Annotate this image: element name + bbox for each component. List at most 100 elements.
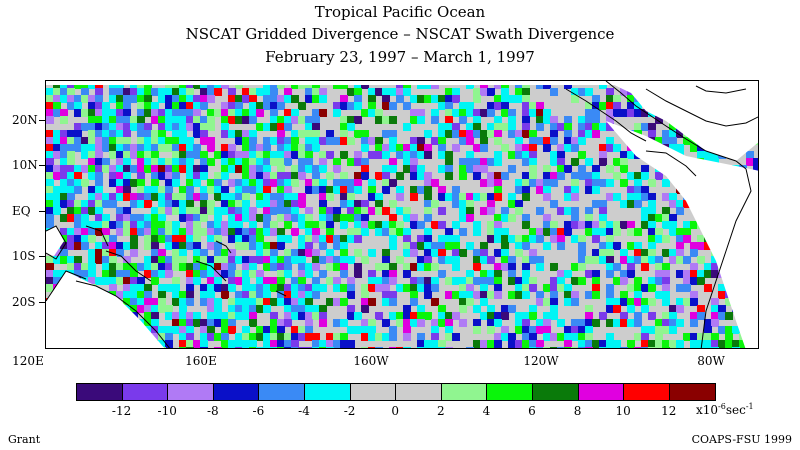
divergence-cell	[81, 207, 89, 215]
divergence-cell	[172, 263, 180, 271]
divergence-cell	[228, 249, 236, 257]
divergence-cell	[452, 333, 460, 341]
divergence-cell	[333, 340, 341, 348]
divergence-cell	[67, 151, 75, 159]
divergence-cell	[151, 116, 159, 124]
divergence-cell	[235, 312, 243, 320]
divergence-cell	[515, 151, 523, 159]
divergence-cell	[284, 263, 292, 271]
divergence-cell	[277, 333, 285, 341]
divergence-cell	[74, 256, 82, 264]
divergence-cell	[67, 186, 75, 194]
divergence-cell	[207, 284, 215, 292]
divergence-cell	[158, 270, 166, 278]
divergence-cell	[529, 347, 537, 348]
divergence-cell	[186, 312, 194, 320]
divergence-cell	[445, 256, 453, 264]
divergence-cell	[389, 228, 397, 236]
divergence-cell	[179, 340, 187, 348]
divergence-cell	[494, 284, 502, 292]
divergence-cell	[256, 193, 264, 201]
divergence-cell	[298, 284, 306, 292]
divergence-cell	[207, 333, 215, 341]
divergence-cell	[186, 193, 194, 201]
divergence-cell	[228, 312, 236, 320]
divergence-cell	[214, 263, 222, 271]
divergence-cell	[95, 207, 103, 215]
divergence-cell	[382, 256, 390, 264]
divergence-cell	[123, 186, 131, 194]
divergence-cell	[354, 151, 362, 159]
divergence-cell	[697, 242, 705, 250]
divergence-cell	[592, 340, 600, 348]
divergence-cell	[382, 88, 390, 96]
divergence-cell	[403, 123, 411, 131]
divergence-cell	[172, 235, 180, 243]
divergence-cell	[179, 207, 187, 215]
divergence-cell	[417, 312, 425, 320]
divergence-cell	[312, 249, 320, 257]
divergence-cell	[284, 158, 292, 166]
divergence-cell	[557, 172, 565, 180]
divergence-cell	[53, 95, 61, 103]
divergence-cell	[683, 298, 691, 306]
divergence-cell	[221, 193, 229, 201]
divergence-cell	[578, 235, 586, 243]
divergence-cell	[144, 144, 152, 152]
divergence-cell	[67, 88, 75, 96]
divergence-cell	[102, 263, 110, 271]
divergence-cell	[389, 137, 397, 145]
divergence-cell	[487, 270, 495, 278]
divergence-cell	[151, 312, 159, 320]
divergence-cell	[207, 235, 215, 243]
divergence-cell	[333, 235, 341, 243]
divergence-cell	[347, 291, 355, 299]
divergence-cell	[662, 277, 670, 285]
divergence-cell	[277, 284, 285, 292]
divergence-cell	[60, 95, 68, 103]
divergence-cell	[711, 305, 719, 313]
divergence-cell	[648, 214, 656, 222]
divergence-cell	[165, 172, 173, 180]
divergence-cell	[620, 291, 628, 299]
divergence-cell	[123, 228, 131, 236]
divergence-cell	[599, 242, 607, 250]
divergence-cell	[172, 319, 180, 327]
divergence-cell	[501, 172, 509, 180]
divergence-cell	[242, 158, 250, 166]
divergence-cell	[396, 319, 404, 327]
divergence-cell	[522, 123, 530, 131]
divergence-cell	[494, 102, 502, 110]
divergence-cell	[648, 179, 656, 187]
divergence-cell	[606, 95, 614, 103]
divergence-cell	[305, 144, 313, 152]
divergence-cell	[186, 151, 194, 159]
divergence-cell	[277, 298, 285, 306]
divergence-cell	[179, 291, 187, 299]
coastline	[215, 240, 232, 254]
divergence-cell	[382, 151, 390, 159]
divergence-cell	[487, 179, 495, 187]
divergence-cell	[284, 179, 292, 187]
divergence-cell	[718, 340, 726, 348]
divergence-cell	[137, 214, 145, 222]
divergence-cell	[494, 116, 502, 124]
divergence-cell	[263, 158, 271, 166]
divergence-cell	[102, 249, 110, 257]
divergence-cell	[179, 130, 187, 138]
divergence-cell	[431, 263, 439, 271]
divergence-cell	[291, 130, 299, 138]
divergence-cell	[620, 109, 628, 117]
divergence-cell	[662, 214, 670, 222]
divergence-cell	[312, 88, 320, 96]
divergence-cell	[655, 172, 663, 180]
divergence-cell	[592, 179, 600, 187]
divergence-cell	[480, 158, 488, 166]
divergence-cell	[599, 249, 607, 257]
divergence-cell	[291, 256, 299, 264]
divergence-cell	[116, 123, 124, 131]
divergence-cell	[81, 242, 89, 250]
divergence-cell	[641, 221, 649, 229]
divergence-cell	[256, 270, 264, 278]
divergence-cell	[389, 88, 397, 96]
